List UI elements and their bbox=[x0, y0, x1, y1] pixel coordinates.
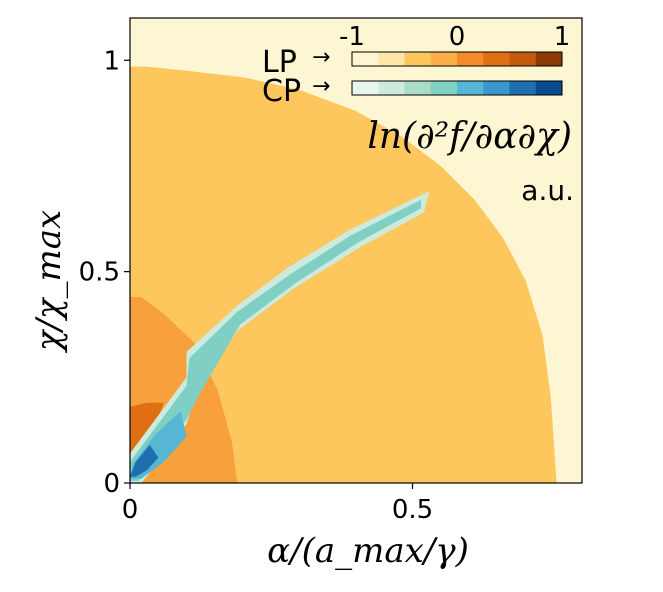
colorbar-swatch bbox=[483, 52, 510, 66]
colorbar-swatch bbox=[404, 81, 432, 95]
colorbar-legend: -1 0 1 LP → CP → bbox=[262, 22, 570, 109]
y-tick-label: 1 bbox=[103, 46, 120, 76]
colorbar-swatch bbox=[430, 81, 458, 95]
region-cp-core bbox=[130, 445, 159, 477]
colorbar-border bbox=[351, 80, 563, 96]
colorbar-swatch bbox=[509, 81, 537, 95]
x-tick-label: 0 bbox=[122, 495, 139, 525]
colorbar-swatch bbox=[483, 81, 510, 95]
colorbar-border bbox=[351, 51, 563, 67]
y-axis: 00.51 bbox=[79, 46, 130, 499]
region-main-orange bbox=[130, 66, 557, 483]
x-axis-label: α/(a_max/γ) bbox=[267, 531, 469, 571]
colorbar-tick-label: -1 bbox=[339, 22, 365, 52]
y-tick-label: 0 bbox=[103, 469, 120, 499]
y-tick-label: 0.5 bbox=[79, 258, 120, 288]
colorbar-swatch bbox=[352, 52, 379, 66]
colorbar-swatch bbox=[535, 52, 563, 66]
x-tick-label: 0.5 bbox=[392, 495, 433, 525]
colorbar-tick-label: 1 bbox=[554, 22, 571, 52]
colorbar-swatch bbox=[404, 52, 432, 66]
colorbar-arrow: → bbox=[312, 74, 330, 99]
colorbar-arrow: → bbox=[312, 45, 330, 70]
colorbar-swatch bbox=[430, 52, 458, 66]
y-axis-label: χ/χ_max bbox=[29, 210, 69, 353]
x-axis: 0 0.5 bbox=[122, 483, 433, 525]
colorbar-swatch bbox=[457, 81, 484, 95]
plot-frame bbox=[129, 17, 583, 484]
colorbar-swatch bbox=[535, 81, 563, 95]
colorbar-swatch bbox=[509, 52, 537, 66]
contour-regions bbox=[130, 18, 582, 483]
colorbar-swatch bbox=[378, 81, 405, 95]
colorbar-swatch bbox=[352, 81, 379, 95]
colorbar-quantity-label: ln(∂²f/∂α∂χ) bbox=[367, 116, 572, 157]
colorbar-swatch bbox=[378, 52, 405, 66]
colorbar-unit-label: a.u. bbox=[521, 174, 574, 207]
colorbar-row-label: LP bbox=[262, 45, 297, 80]
colorbar-swatch bbox=[457, 52, 484, 66]
colorbar-tick-label: 0 bbox=[449, 22, 466, 52]
colorbar-row-label: CP bbox=[262, 74, 301, 109]
